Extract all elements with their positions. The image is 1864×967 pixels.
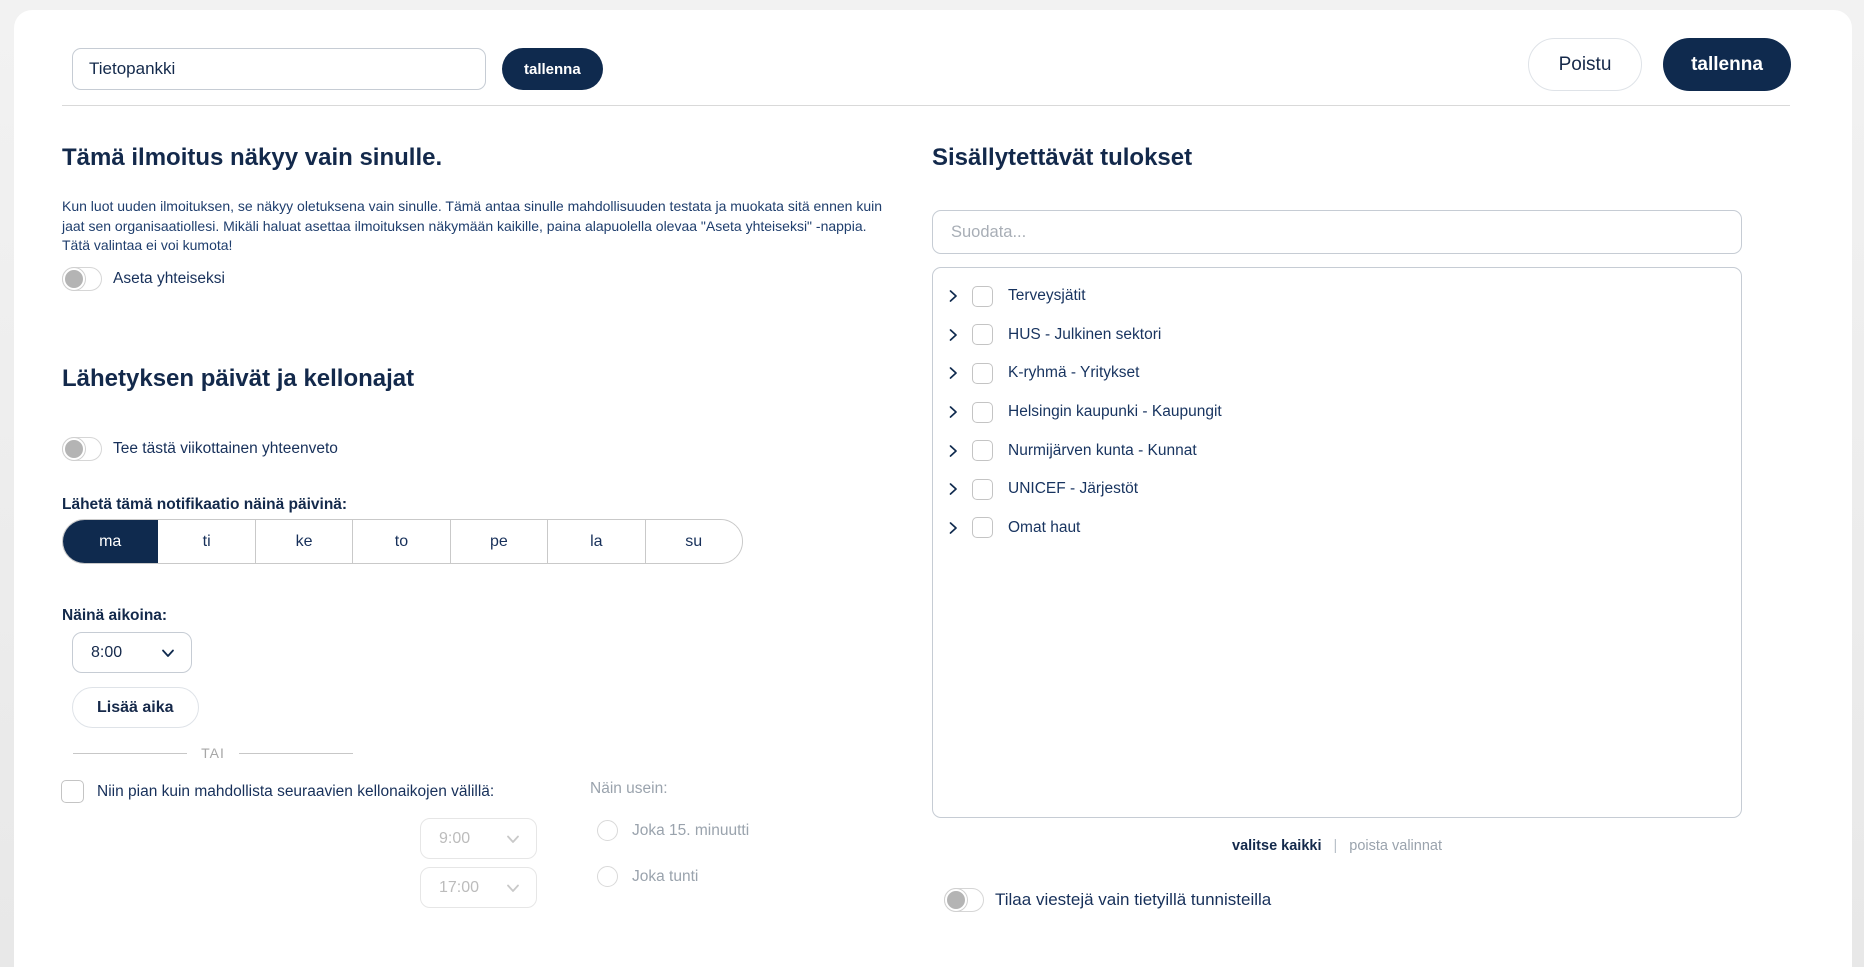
select-all-link[interactable]: valitse kaikki — [1232, 838, 1322, 854]
results-tree: Terveysjätit HUS - Julkinen sektori K-ry… — [932, 267, 1742, 818]
visibility-description: Kun luot uuden ilmoituksen, se näkyy ole… — [62, 198, 883, 253]
tags-only-toggle-knob — [945, 889, 967, 911]
tree-item-label: HUS - Julkinen sektori — [1008, 325, 1162, 343]
tree-row-k-ryhma: K-ryhmä - Yritykset — [933, 354, 1741, 393]
tree-row-hus: HUS - Julkinen sektori — [933, 316, 1741, 355]
tree-checkbox[interactable] — [972, 362, 993, 384]
add-time-button[interactable]: Lisää aika — [72, 687, 199, 728]
schedule-heading: Lähetyksen päivät ja kellonajat — [62, 365, 415, 392]
tree-item-label: Nurmijärven kunta - Kunnat — [1008, 441, 1197, 459]
header-divider — [62, 105, 1790, 106]
weekly-summary-toggle[interactable] — [62, 437, 102, 461]
day-button-ma[interactable]: ma — [63, 520, 159, 563]
link-separator: | — [1333, 838, 1338, 854]
main-panel: tallenna Poistu tallenna Tämä ilmoitus n… — [14, 10, 1852, 967]
chevron-right-icon[interactable] — [945, 288, 961, 304]
tree-checkbox[interactable] — [972, 440, 993, 462]
days-label: Lähetä tämä notifikaatio näinä päivinä: — [62, 496, 348, 513]
weekly-toggle-row: Tee tästä viikottainen yhteenveto — [62, 437, 338, 461]
tree-checkbox[interactable] — [972, 324, 993, 346]
selection-links-row: valitse kaikki | poista valinnat — [932, 838, 1742, 854]
share-toggle-knob — [63, 268, 85, 290]
frequency-label: Näin usein: — [590, 780, 668, 797]
frequency-radio-hourly-label: Joka tunti — [632, 867, 699, 885]
chevron-right-icon[interactable] — [945, 481, 961, 497]
tree-item-label: UNICEF - Järjestöt — [1008, 480, 1139, 498]
share-toggle-label: Aseta yhteiseksi — [113, 270, 225, 287]
chevron-right-icon[interactable] — [945, 443, 961, 459]
tree-checkbox[interactable] — [972, 478, 993, 500]
weekly-summary-toggle-knob — [63, 438, 85, 460]
chevron-right-icon[interactable] — [945, 404, 961, 420]
chevron-right-icon[interactable] — [945, 327, 961, 343]
or-divider-label: TAI — [201, 745, 225, 761]
chevron-down-icon — [162, 649, 174, 657]
frequency-option-row: Joka tunti — [597, 866, 698, 887]
asap-checkbox-row: Niin pian kuin mahdollista seuraavien ke… — [61, 780, 494, 803]
notification-title-input[interactable] — [72, 48, 486, 90]
divider-line — [238, 752, 353, 754]
tree-row-unicef: UNICEF - Järjestöt — [933, 470, 1741, 509]
share-toggle[interactable] — [62, 267, 102, 291]
time-select-value: 8:00 — [91, 643, 123, 661]
frequency-radio-hourly[interactable] — [597, 866, 618, 887]
asap-checkbox-label: Niin pian kuin mahdollista seuraavien ke… — [97, 782, 495, 800]
or-divider: TAI — [73, 745, 353, 761]
tree-item-label: Terveysjätit — [1008, 287, 1086, 305]
window-end-select[interactable]: 17:00 — [420, 867, 537, 908]
time-select[interactable]: 8:00 — [72, 632, 192, 673]
filter-input[interactable] — [932, 210, 1742, 254]
chevron-down-icon — [507, 884, 519, 892]
tree-row-helsinki: Helsingin kaupunki - Kaupungit — [933, 393, 1741, 432]
divider-line — [73, 752, 188, 754]
day-button-su[interactable]: su — [645, 520, 742, 563]
results-heading: Sisällytettävät tulokset — [932, 144, 1193, 171]
chevron-down-icon — [507, 835, 519, 843]
visibility-heading: Tämä ilmoitus näkyy vain sinulle. — [62, 144, 443, 171]
tree-checkbox[interactable] — [972, 517, 993, 539]
tree-item-label: K-ryhmä - Yritykset — [1008, 364, 1140, 382]
window-end-value: 17:00 — [439, 878, 480, 896]
tree-row-omat-haut: Omat haut — [933, 509, 1741, 548]
day-button-pe[interactable]: pe — [450, 520, 549, 563]
share-toggle-row: Aseta yhteiseksi — [62, 267, 225, 291]
frequency-radio-15min[interactable] — [597, 820, 618, 841]
day-button-ti[interactable]: ti — [158, 520, 256, 563]
tree-item-label: Omat haut — [1008, 518, 1081, 536]
save-button[interactable]: tallenna — [1663, 38, 1791, 91]
tree-checkbox[interactable] — [972, 285, 993, 307]
clear-selection-link[interactable]: poista valinnat — [1349, 838, 1442, 854]
tags-only-toggle-label: Tilaa viestejä vain tietyillä tunnisteil… — [995, 890, 1272, 909]
frequency-radio-15min-label: Joka 15. minuutti — [632, 821, 750, 839]
day-button-ke[interactable]: ke — [255, 520, 354, 563]
day-button-to[interactable]: to — [353, 520, 451, 563]
tags-toggle-row: Tilaa viestejä vain tietyillä tunnisteil… — [944, 888, 1271, 912]
window-start-value: 9:00 — [439, 829, 471, 847]
exit-button[interactable]: Poistu — [1528, 38, 1642, 91]
tree-row-nurmijarvi: Nurmijärven kunta - Kunnat — [933, 431, 1741, 470]
chevron-right-icon[interactable] — [945, 365, 961, 381]
day-selector: ma ti ke to pe la su — [62, 519, 743, 564]
times-label: Näinä aikoina: — [62, 607, 168, 624]
chevron-right-icon[interactable] — [945, 520, 961, 536]
tags-only-toggle[interactable] — [944, 888, 984, 912]
tree-item-label: Helsingin kaupunki - Kaupungit — [1008, 403, 1222, 421]
window-start-select[interactable]: 9:00 — [420, 818, 537, 859]
tree-checkbox[interactable] — [972, 401, 993, 423]
asap-checkbox[interactable] — [61, 780, 84, 803]
day-button-la[interactable]: la — [548, 520, 646, 563]
frequency-option-row: Joka 15. minuutti — [597, 820, 749, 841]
tree-row-terveysjatit: Terveysjätit — [933, 277, 1741, 316]
save-inline-button[interactable]: tallenna — [502, 48, 603, 90]
weekly-summary-toggle-label: Tee tästä viikottainen yhteenveto — [113, 440, 338, 457]
